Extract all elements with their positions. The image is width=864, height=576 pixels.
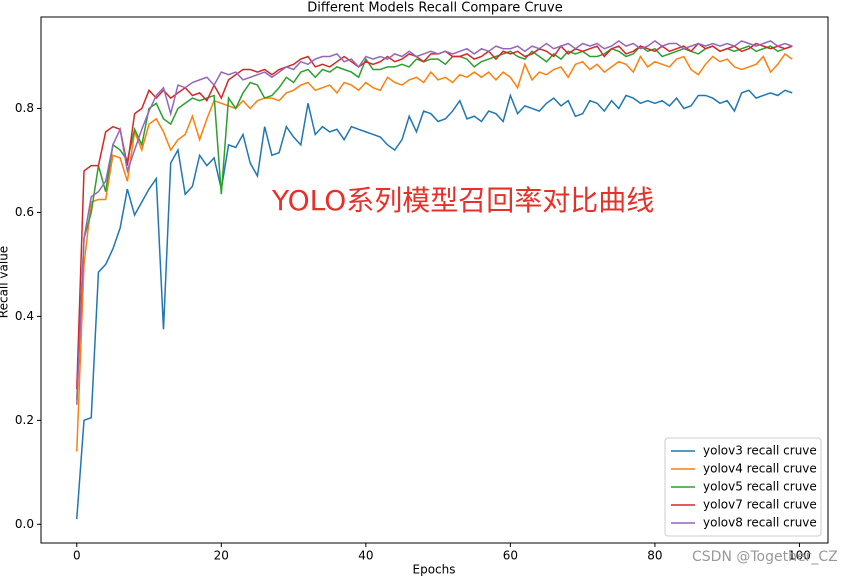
legend: yolov3 recall cruve yolov4 recall cruve yo… (664, 437, 822, 537)
legend-box (664, 437, 822, 537)
y-axis-label: Recall value (0, 246, 11, 318)
watermark: CSDN @Together_CZ (692, 549, 838, 565)
y-tick-label: 0.6 (15, 205, 34, 219)
y-tick-label: 0.4 (15, 309, 34, 323)
series-line (76, 39, 793, 405)
x-tick-label: 40 (358, 549, 373, 563)
legend-label: yolov5 recall cruve (703, 480, 817, 494)
series-line (76, 45, 793, 400)
legend-label: yolov7 recall cruve (703, 498, 817, 512)
x-axis-label: Epochs (413, 563, 456, 576)
series-line (76, 52, 793, 452)
series-line (76, 89, 793, 520)
x-tick-label: 100 (788, 549, 811, 563)
x-tick-label: 20 (214, 549, 229, 563)
annotation: YOLO系列模型召回率对比曲线 (271, 184, 654, 217)
series-line (76, 42, 793, 390)
legend-label: yolov3 recall cruve (703, 444, 817, 458)
x-tick-label: 80 (647, 549, 662, 563)
x-tick-label: 0 (73, 549, 81, 563)
y-tick-label: 0.8 (15, 101, 34, 115)
legend-label: yolov8 recall cruve (703, 516, 817, 530)
x-tick-label: 60 (503, 549, 518, 563)
y-tick-label: 0.2 (15, 413, 34, 427)
plot-frame (40, 16, 829, 544)
legend-label: yolov4 recall cruve (703, 462, 817, 476)
y-tick-label: 0.0 (15, 517, 34, 531)
chart-title: Different Models Recall Compare Cruve (307, 1, 562, 16)
